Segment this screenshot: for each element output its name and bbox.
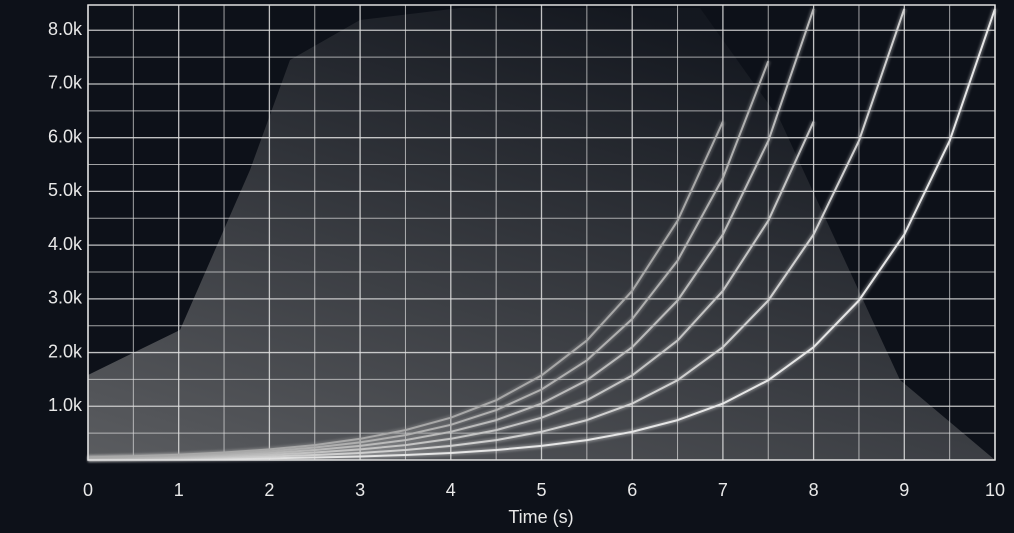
- x-axis-label: Time (s): [508, 507, 573, 527]
- y-tick-label: 5.0k: [48, 180, 83, 200]
- plot-border: [87, 4, 996, 461]
- x-tick-label: 1: [174, 480, 184, 500]
- x-tick-label: 8: [809, 480, 819, 500]
- harmonic-line: [87, 121, 724, 459]
- y-tick-label: 1.0k: [48, 395, 83, 415]
- x-tick-label: 7: [718, 480, 728, 500]
- x-tick-label: 10: [985, 480, 1005, 500]
- x-tick-label: 3: [355, 480, 365, 500]
- y-tick-label: 4.0k: [48, 234, 83, 254]
- x-tick-label: 5: [536, 480, 546, 500]
- y-tick-label: 7.0k: [48, 73, 83, 93]
- x-tick-label: 0: [83, 480, 93, 500]
- x-tick-label: 9: [899, 480, 909, 500]
- x-tick-label: 2: [264, 480, 274, 500]
- y-tick-label: 6.0k: [48, 126, 83, 146]
- y-tick-label: 3.0k: [48, 288, 83, 308]
- x-tick-label: 6: [627, 480, 637, 500]
- y-tick-label: 2.0k: [48, 341, 83, 361]
- y-tick-label: 8.0k: [48, 19, 83, 39]
- x-tick-label: 4: [446, 480, 456, 500]
